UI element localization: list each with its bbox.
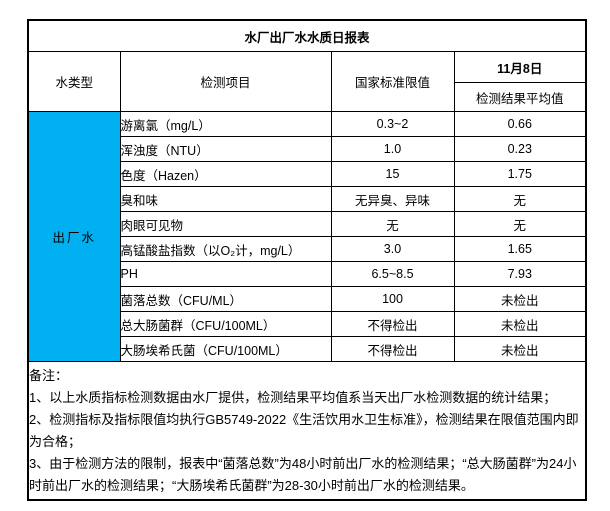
note-line-2: 2、检测指标及指标限值均执行GB5749-2022《生活饮用水卫生标准》，检测结… (29, 411, 579, 449)
result-cell: 未检出 (453, 336, 587, 362)
result-cell: 7.93 (453, 261, 587, 287)
table-row: 大肠埃希氏菌（CFU/100ML） 不得检出 未检出 (28, 336, 587, 362)
result-cell: 未检出 (453, 311, 587, 337)
table-row: PH 6.5~8.5 7.93 (28, 261, 587, 287)
table-row: 总大肠菌群（CFU/100ML） 不得检出 未检出 (28, 311, 587, 337)
header-row: 水类型 检测项目 国家标准限值 11月8日 (27, 51, 587, 112)
note-line-3: 3、由于检测方法的限制，报表中“菌落总数”为48小时前出厂水的检测结果；“总大肠… (29, 455, 577, 493)
page-title: 水厂出厂水水质日报表 (27, 19, 587, 52)
column-header-water-type: 水类型 (27, 51, 121, 112)
item-cell: 臭和味 (119, 186, 332, 212)
header-subrow: 检测结果平均值 (28, 82, 587, 112)
item-cell: 高锰酸盐指数（以O₂计，mg/L） (119, 236, 332, 262)
item-cell: 浑浊度（NTU） (119, 136, 332, 162)
table-row: 色度（Hazen） 15 1.75 (28, 161, 587, 187)
item-cell: 游离氯（mg/L） (119, 111, 332, 137)
standard-cell: 不得检出 (330, 336, 455, 362)
water-type-cell: 出厂水 (27, 111, 121, 362)
column-header-result-avg: 检测结果平均值 (453, 82, 587, 112)
column-header-standard: 国家标准限值 (330, 51, 455, 112)
result-cell: 1.65 (453, 236, 587, 262)
water-quality-report-table: 水厂出厂水水质日报表 水类型 检测项目 国家标准限值 11月8日 检测结果平均值… (27, 19, 588, 501)
table-row: 出厂水 游离氯（mg/L） 0.3~2 0.66 (27, 111, 587, 362)
item-cell: 大肠埃希氏菌（CFU/100ML） (119, 336, 332, 362)
standard-cell: 0.3~2 (330, 111, 455, 137)
result-cell: 0.23 (453, 136, 587, 162)
table-row: 高锰酸盐指数（以O₂计，mg/L） 3.0 1.65 (28, 236, 587, 262)
standard-cell: 100 (330, 286, 455, 312)
title-row: 水厂出厂水水质日报表 (27, 19, 587, 52)
result-cell: 无 (453, 186, 587, 212)
standard-cell: 1.0 (330, 136, 455, 162)
item-cell: 肉眼可见物 (119, 211, 332, 237)
standard-cell: 不得检出 (330, 311, 455, 337)
item-cell: 色度（Hazen） (119, 161, 332, 187)
item-cell: 总大肠菌群（CFU/100ML） (119, 311, 332, 337)
standard-cell: 无 (330, 211, 455, 237)
result-cell: 1.75 (453, 161, 587, 187)
table-row: 浑浊度（NTU） 1.0 0.23 (28, 136, 587, 162)
standard-cell: 3.0 (330, 236, 455, 262)
table-row: 臭和味 无异臭、异味 无 (28, 186, 587, 212)
column-header-date: 11月8日 (453, 51, 587, 83)
notes-label: 备注： (29, 367, 69, 383)
column-header-item: 检测项目 (119, 51, 332, 112)
table-row: 菌落总数（CFU/ML） 100 未检出 (28, 286, 587, 312)
standard-cell: 15 (330, 161, 455, 187)
notes-row: 备注： 1、以上水质指标检测数据由水厂提供，检测结果平均值系当天出厂水检测数据的… (27, 361, 587, 501)
result-cell: 0.66 (453, 111, 587, 137)
standard-cell: 6.5~8.5 (330, 261, 455, 287)
result-cell: 未检出 (453, 286, 587, 312)
item-cell: 菌落总数（CFU/ML） (119, 286, 332, 312)
table-row: 肉眼可见物 无 无 (28, 211, 587, 237)
note-line-1: 1、以上水质指标检测数据由水厂提供，检测结果平均值系当天出厂水检测数据的统计结果… (29, 389, 557, 405)
notes-cell: 备注： 1、以上水质指标检测数据由水厂提供，检测结果平均值系当天出厂水检测数据的… (27, 361, 587, 501)
result-cell: 无 (453, 211, 587, 237)
item-cell: PH (119, 261, 332, 287)
standard-cell: 无异臭、异味 (330, 186, 455, 212)
